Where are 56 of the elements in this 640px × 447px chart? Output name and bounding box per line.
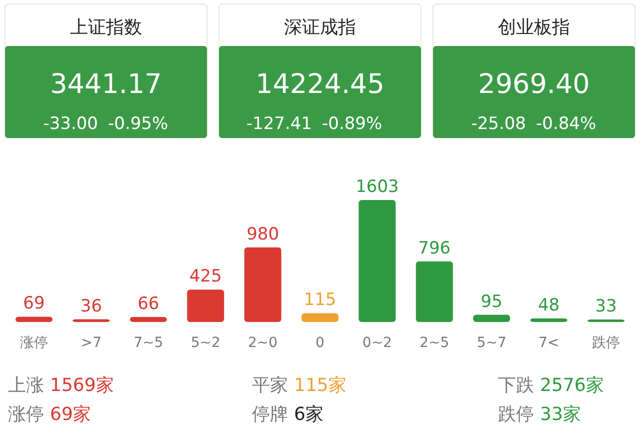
bar (473, 314, 510, 322)
x-tick-label: 0~2 (362, 335, 392, 351)
text: -0.84% (536, 114, 596, 134)
x-tick-label: 7< (538, 335, 560, 351)
data-label: 66 (138, 294, 160, 314)
data-label: 69 (23, 294, 45, 314)
data-label: 1603 (356, 177, 399, 197)
x-tick-label: 5~7 (476, 335, 506, 351)
bar (358, 200, 396, 322)
data-label: 95 (480, 292, 502, 312)
data-label: 796 (418, 238, 451, 258)
x-tick-label: 2~0 (248, 335, 278, 351)
text: 115家 (294, 375, 346, 396)
bar (530, 318, 568, 322)
text: -0.89% (322, 114, 382, 134)
text: -0.95% (108, 114, 168, 134)
text: 深证成指 (284, 17, 356, 38)
text: 6家 (294, 404, 324, 425)
text: 2969.40 (478, 69, 590, 100)
text: 下跌 (498, 375, 534, 396)
data-label: 425 (189, 266, 222, 287)
text: 跌停 (498, 404, 534, 425)
x-tick-label: 5~2 (190, 335, 220, 351)
bar (588, 319, 624, 322)
text: 14224.45 (256, 69, 384, 100)
text: 上证指数 (70, 17, 142, 38)
data-label: 980 (246, 224, 280, 244)
text: -33.00 (43, 114, 98, 134)
text: 1569家 (50, 375, 114, 396)
bar (130, 316, 167, 322)
x-tick-label: 7~5 (134, 335, 164, 351)
text: 平家 (252, 375, 288, 396)
bar (302, 313, 338, 322)
x-tick-label: 2~5 (420, 335, 450, 351)
bar (16, 316, 52, 322)
text: 上涨 (8, 375, 44, 396)
bar (416, 261, 453, 322)
data-label: 36 (80, 296, 102, 316)
text: 33家 (540, 404, 581, 425)
text: -25.08 (471, 114, 526, 134)
data-label: 48 (538, 295, 560, 316)
text: 创业板指 (498, 17, 570, 38)
x-tick-label: 0 (316, 335, 324, 351)
bar (244, 247, 282, 322)
text: 2576家 (540, 375, 604, 396)
x-tick-label: 涨停 (20, 335, 48, 351)
data-label: 33 (595, 296, 617, 316)
bar (187, 290, 224, 322)
text: 停牌 (252, 404, 288, 425)
text: -127.41 (246, 114, 312, 134)
x-tick-label: 跌停 (592, 335, 620, 351)
x-tick-label: >7 (80, 335, 102, 351)
text: 3441.17 (50, 69, 162, 100)
text: 69家 (50, 404, 91, 425)
data-label: 115 (304, 290, 336, 310)
text: 涨停 (8, 404, 44, 425)
